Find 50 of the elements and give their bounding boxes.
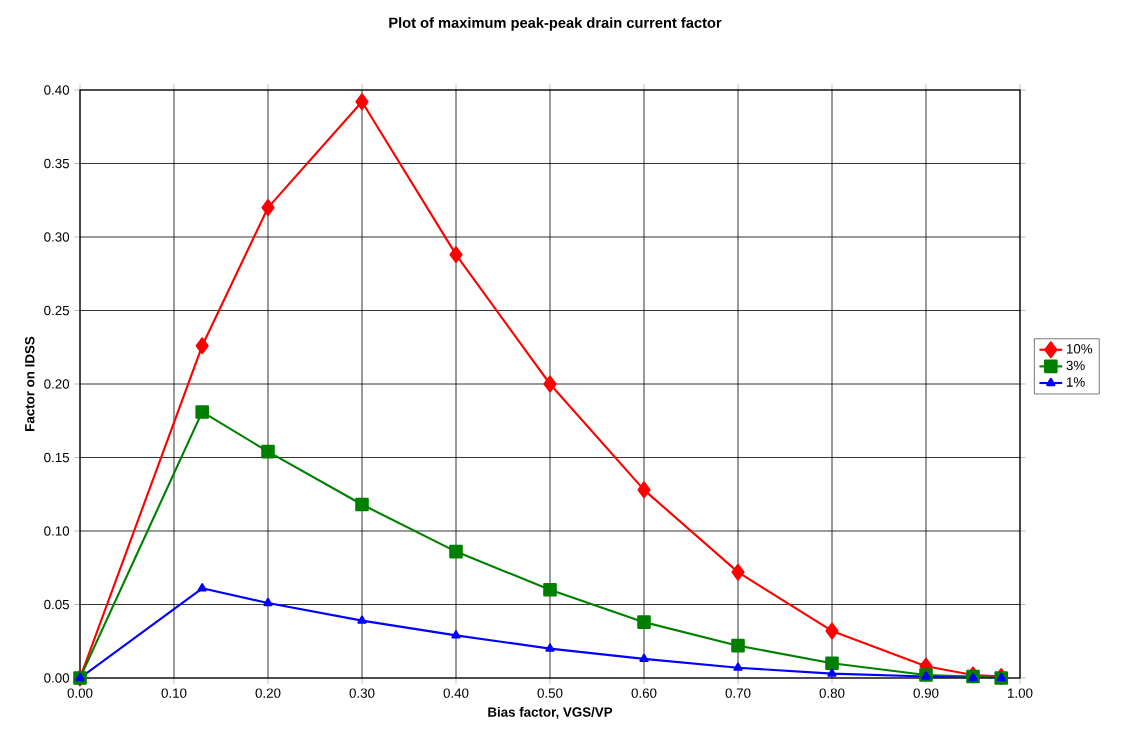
point xyxy=(637,615,651,629)
x-tick-label: 0.50 xyxy=(537,688,563,698)
x-tick-label: 0.20 xyxy=(255,688,281,698)
point xyxy=(825,622,839,640)
y-tick-label: 0.00 xyxy=(44,673,70,683)
point xyxy=(355,93,369,111)
x-tick-label: 0.80 xyxy=(819,688,845,698)
y-tick-label: 0.20 xyxy=(44,379,70,389)
point xyxy=(449,246,463,264)
point xyxy=(825,656,839,671)
y-tick-label: 0.15 xyxy=(44,452,70,463)
point xyxy=(449,544,463,559)
point xyxy=(733,662,743,671)
point xyxy=(731,638,745,653)
x-tick-label: 0.00 xyxy=(67,688,93,698)
x-tick-label: 0.10 xyxy=(161,688,187,698)
point xyxy=(639,653,649,663)
point xyxy=(451,630,461,639)
point xyxy=(195,405,209,419)
x-tick-label: 1.00 xyxy=(1008,688,1033,698)
point xyxy=(263,597,273,607)
legend-label: 3% xyxy=(1066,360,1085,371)
point xyxy=(543,375,557,393)
chart-title: Plot of maximum peak-peak drain current factor xyxy=(389,17,722,31)
y-tick-label: 0.05 xyxy=(44,599,70,610)
point xyxy=(195,337,209,355)
y-tick-label: 0.25 xyxy=(44,305,70,316)
point xyxy=(357,615,367,624)
point xyxy=(827,668,837,677)
point xyxy=(543,583,557,597)
point xyxy=(355,497,369,512)
x-tick-label: 0.30 xyxy=(349,688,375,698)
y-tick-label: 0.35 xyxy=(44,158,70,169)
point xyxy=(261,444,275,459)
x-tick-label: 0.70 xyxy=(725,688,751,698)
point xyxy=(261,199,275,216)
x-tick-label: 0.60 xyxy=(631,688,657,698)
x-axis-title: Bias factor, VGS/VP xyxy=(488,707,613,719)
legend-label: 1% xyxy=(1066,377,1085,387)
x-tick-label: 0.40 xyxy=(443,688,469,698)
point xyxy=(545,643,555,652)
y-axis-title: Factor on IDSS xyxy=(25,336,35,431)
point xyxy=(637,481,651,499)
y-tick-label: 0.30 xyxy=(44,232,70,242)
point xyxy=(197,583,207,592)
legend-label: 10% xyxy=(1066,344,1093,354)
y-tick-label: 0.10 xyxy=(44,526,70,536)
y-tick-label: 0.40 xyxy=(44,85,70,95)
point xyxy=(731,563,745,581)
x-tick-label: 0.90 xyxy=(913,688,939,698)
